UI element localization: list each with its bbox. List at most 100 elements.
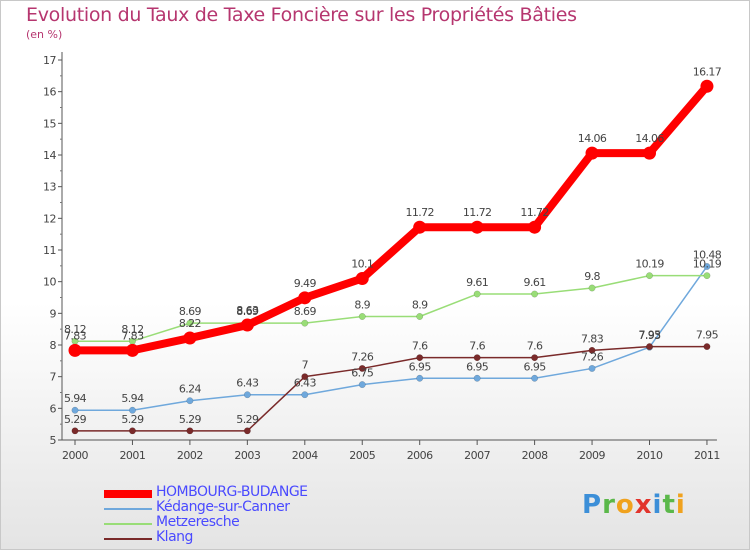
data-label: 10.48	[693, 248, 722, 261]
legend-swatch	[104, 523, 152, 525]
x-tick-label: 2004	[292, 449, 318, 462]
x-tick-label: 2008	[522, 449, 548, 462]
legend-label: Kédange-sur-Canner	[156, 499, 290, 515]
data-label: 6.95	[524, 360, 547, 373]
data-point	[703, 272, 711, 280]
y-tick-label: 15	[43, 117, 56, 130]
data-label: 6.95	[466, 360, 489, 373]
series-line-1	[74, 265, 708, 411]
data-label: 5.29	[236, 413, 259, 426]
series-line-0	[71, 82, 711, 355]
y-tick-label: 9	[50, 307, 57, 320]
data-point	[243, 391, 251, 399]
data-point	[588, 284, 596, 292]
data-point	[473, 354, 481, 362]
data-label: 8.9	[412, 299, 428, 312]
data-point	[585, 146, 599, 160]
data-label: 7.95	[696, 329, 719, 342]
data-point	[68, 343, 82, 357]
data-label: 10.1	[351, 258, 373, 271]
data-point	[186, 397, 194, 405]
chart-series	[68, 79, 714, 435]
chart-axes: 5 6 7 8 9 10 11 12 13 14 15 16 17 2000 2001 2002 2003 200…	[43, 52, 720, 462]
x-tick-label: 2001	[119, 449, 145, 462]
data-point	[473, 374, 481, 382]
x-tick-label: 2003	[234, 449, 260, 462]
y-tick-label: 5	[50, 434, 57, 447]
data-point	[588, 364, 596, 372]
data-label: 11.72	[405, 206, 434, 219]
data-label: 7.93	[638, 329, 661, 342]
data-label: 7.6	[527, 340, 543, 353]
data-label: 7.95	[638, 329, 661, 342]
data-point	[646, 343, 653, 351]
data-point	[416, 354, 424, 362]
data-point	[473, 290, 481, 298]
data-point	[646, 272, 653, 280]
data-point	[71, 427, 79, 435]
data-label: 9.61	[466, 276, 488, 289]
data-label: 11.72	[463, 206, 492, 219]
x-tick-label: 2010	[637, 449, 663, 462]
legend-swatch	[104, 538, 152, 540]
data-label: 14.06	[578, 132, 607, 145]
x-tick-label: 2007	[464, 449, 490, 462]
data-label: 7.6	[469, 340, 485, 353]
data-point	[700, 79, 714, 93]
data-point	[355, 272, 369, 285]
y-tick-label: 13	[43, 181, 56, 194]
y-tick-label: 14	[43, 149, 56, 162]
series-line-2	[74, 274, 708, 342]
logo-letter: i	[675, 490, 686, 520]
data-point	[243, 427, 251, 435]
legend-swatch	[104, 508, 152, 510]
data-point	[71, 406, 79, 414]
data-point	[531, 290, 539, 298]
chart-data-labels: 5.94 5.94 6.24 6.43 6.43 6.75 6.95 6.95 6.95 7.26…	[64, 65, 722, 426]
data-label: 16.17	[693, 65, 722, 78]
data-label: 10.19	[635, 258, 664, 271]
data-label: 7.83	[64, 329, 87, 342]
legend-label: HOMBOURG-BUDANGE	[156, 484, 308, 500]
chart-title: Evolution du Taux de Taxe Foncière sur l…	[26, 4, 577, 26]
y-tick-label: 17	[43, 54, 56, 67]
data-point	[528, 220, 542, 234]
data-point	[186, 427, 194, 435]
data-point	[298, 291, 312, 305]
data-point	[186, 319, 194, 327]
data-label: 7	[302, 359, 309, 372]
y-tick-label: 11	[43, 244, 56, 257]
data-point	[301, 319, 309, 327]
data-point	[129, 427, 136, 435]
data-label: 8.69	[179, 305, 202, 318]
y-tick-label: 10	[43, 276, 56, 289]
data-label: 9.49	[294, 277, 317, 290]
data-label: 5.29	[179, 413, 202, 426]
data-point	[129, 406, 136, 414]
data-point	[413, 220, 427, 234]
chart-subtitle: (en %)	[26, 28, 63, 41]
data-label: 7.83	[121, 329, 144, 342]
x-tick-label: 2005	[349, 449, 375, 462]
data-label: 6.75	[351, 367, 374, 380]
logo-letter: i	[652, 490, 663, 520]
data-label: 8.69	[294, 305, 317, 318]
legend-label: Klang	[156, 529, 193, 545]
x-tick-label: 2000	[62, 449, 88, 462]
data-label: 7.26	[581, 350, 604, 363]
legend-swatch	[104, 490, 152, 498]
data-label: 8.69	[236, 305, 259, 318]
x-tick-label: 2006	[407, 449, 433, 462]
data-point	[240, 318, 254, 332]
data-point	[588, 346, 596, 354]
data-label: 8.9	[354, 299, 370, 312]
data-point	[643, 146, 656, 160]
y-tick-label: 6	[50, 402, 57, 415]
logo-letter: r	[602, 490, 616, 520]
data-label: 5.94	[121, 392, 144, 405]
logo-letter: P	[582, 490, 603, 520]
data-label: 7.26	[351, 350, 374, 363]
data-label: 6.43	[294, 377, 317, 390]
